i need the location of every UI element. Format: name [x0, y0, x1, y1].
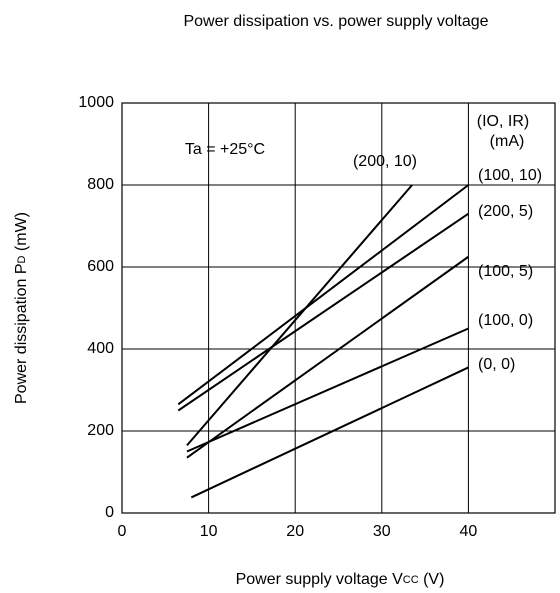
y-label-text: Power dissipation P: [13, 263, 30, 404]
series-label: (0, 0): [478, 356, 515, 373]
series-label: (100, 5): [478, 263, 533, 280]
x-axis-label: Power supply voltage VCC (V): [236, 571, 445, 588]
x-label-suffix: (V): [419, 571, 445, 588]
x-tick-label: 30: [373, 523, 391, 540]
y-axis-label: Power dissipation PD (mW): [13, 212, 30, 404]
series-label: (100, 0): [478, 312, 533, 329]
series-label: (100, 10): [478, 167, 542, 184]
y-tick-label: 1000: [78, 94, 114, 111]
x-label-text: Power supply voltage V: [236, 571, 404, 588]
x-tick-label: 40: [460, 523, 478, 540]
series-line: [186, 255, 469, 459]
x-tick-label: 10: [200, 523, 218, 540]
series-line: [186, 327, 469, 453]
legend-unit: (mA): [490, 133, 525, 150]
series-label: (200, 10): [353, 153, 417, 170]
x-tick-label: 0: [118, 523, 127, 540]
series-line: [190, 366, 469, 499]
annotation: Ta = +25°C: [185, 141, 265, 158]
x-label-sub: CC: [403, 574, 419, 586]
y-label-suffix: (mW): [13, 212, 30, 256]
y-label-sub: D: [16, 255, 28, 263]
legend-header: (IO, IR): [477, 113, 529, 130]
y-tick-label: 200: [87, 422, 114, 439]
series-line: [186, 184, 413, 447]
x-tick-label: 20: [286, 523, 304, 540]
y-tick-label: 0: [105, 504, 114, 521]
series-line: [177, 184, 470, 406]
y-tick-label: 600: [87, 258, 114, 275]
chart-title: Power dissipation vs. power supply volta…: [183, 13, 488, 30]
y-tick-label: 400: [87, 340, 114, 357]
y-tick-label: 800: [87, 176, 114, 193]
series-label: (200, 5): [478, 203, 533, 220]
series-line: [177, 212, 469, 412]
